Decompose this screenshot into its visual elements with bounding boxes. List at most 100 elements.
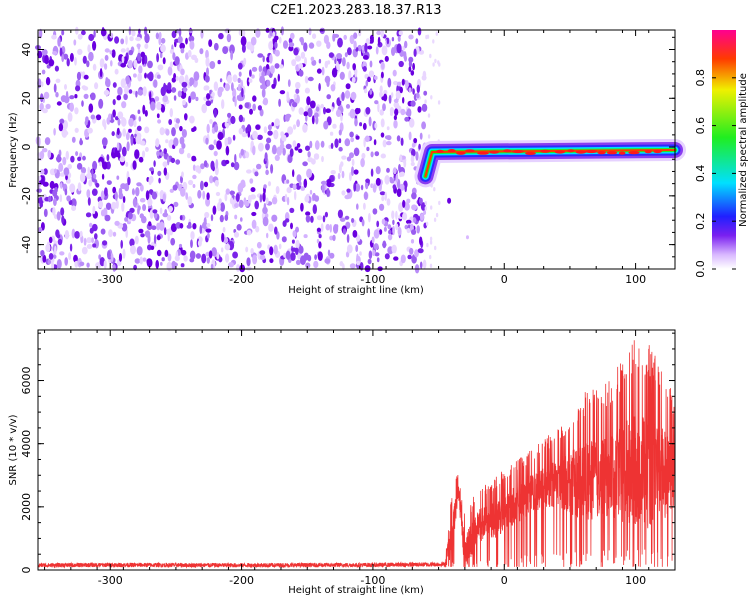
noise-cell: [337, 172, 341, 180]
noise-cell: [144, 33, 150, 44]
noise-cell: [320, 223, 324, 232]
noise-cell: [304, 57, 307, 66]
x-tick-label: -300: [98, 273, 123, 286]
noise-cell: [281, 236, 287, 243]
noise-cell: [147, 244, 152, 251]
noise-cell: [324, 258, 331, 264]
noise-cell: [335, 109, 342, 117]
noise-cell: [429, 254, 432, 260]
noise-cell: [395, 210, 398, 220]
noise-cell: [309, 189, 313, 195]
noise-cell: [167, 82, 172, 91]
noise-cell: [318, 234, 322, 239]
noise-cell: [49, 180, 55, 190]
noise-cell: [36, 188, 42, 193]
noise-cell: [268, 223, 274, 232]
noise-cell: [192, 174, 197, 180]
noise-cell: [80, 167, 87, 174]
noise-cell: [66, 178, 71, 184]
noise-cell: [218, 32, 224, 40]
noise-cell: [305, 114, 308, 122]
noise-cell: [64, 84, 67, 90]
noise-cell: [266, 79, 271, 87]
noise-cell: [302, 123, 308, 133]
noise-cell: [158, 36, 162, 46]
noise-cell: [430, 205, 433, 210]
noise-cell: [255, 28, 261, 38]
noise-cell: [435, 212, 439, 218]
noise-cell: [212, 205, 217, 215]
noise-cell: [56, 233, 61, 239]
noise-cell: [250, 248, 254, 255]
noise-cell: [140, 233, 145, 238]
noise-cell: [359, 262, 364, 271]
noise-cell: [147, 198, 153, 207]
colorbar-gradient: [712, 30, 736, 269]
noise-cell: [91, 223, 98, 232]
noise-cell: [74, 231, 80, 239]
noise-cell: [389, 176, 393, 182]
noise-cell: [59, 194, 63, 203]
noise-cell: [251, 211, 257, 217]
ridge-peak: [447, 149, 456, 153]
noise-cell: [184, 74, 189, 84]
noise-cell: [238, 127, 244, 135]
noise-cell: [174, 56, 180, 66]
noise-cell: [214, 166, 219, 176]
noise-cell: [199, 224, 203, 234]
noise-cell: [92, 63, 97, 71]
noise-cell: [381, 45, 388, 56]
noise-cell: [362, 122, 367, 131]
noise-cell: [40, 250, 45, 257]
noise-cell: [254, 200, 259, 210]
noise-cell: [326, 187, 330, 198]
noise-cell: [193, 126, 197, 132]
y-tick-label: 4000: [20, 430, 33, 458]
noise-cell: [64, 188, 68, 196]
noise-cell: [89, 222, 93, 228]
noise-cell: [81, 246, 88, 255]
noise-cell: [383, 89, 388, 95]
noise-cell: [369, 89, 372, 95]
noise-cell: [306, 168, 313, 178]
ridge-peak: [597, 151, 606, 155]
noise-cell: [69, 95, 75, 100]
noise-cell: [307, 107, 313, 118]
ridge-peak: [575, 150, 587, 154]
noise-cell: [205, 228, 212, 233]
noise-cell: [360, 158, 365, 168]
noise-cell: [349, 34, 355, 45]
noise-cell: [243, 57, 247, 66]
noise-cell: [99, 58, 105, 68]
noise-cell: [183, 255, 188, 262]
noise-cell: [386, 167, 390, 173]
noise-cell: [424, 99, 427, 104]
noise-cell: [192, 184, 196, 188]
noise-cell: [141, 150, 146, 158]
noise-cell: [367, 258, 372, 265]
noise-cell: [131, 29, 136, 37]
noise-cell: [112, 231, 117, 237]
noise-cell: [178, 147, 185, 155]
noise-cell: [356, 203, 359, 210]
noise-cell: [219, 78, 223, 83]
noise-cell: [136, 246, 143, 256]
noise-cell: [306, 96, 311, 106]
colorbar-ticks: 0.0 0.2 0.4 0.6 0.8: [694, 69, 736, 278]
noise-cell: [318, 241, 322, 249]
noise-cell: [224, 137, 229, 147]
noise-cell: [412, 62, 415, 71]
noise-cell: [148, 221, 152, 227]
noise-cell: [391, 37, 395, 42]
noise-cell: [373, 243, 379, 250]
noise-cell: [53, 198, 57, 206]
noise-cell: [409, 247, 414, 255]
noise-cell: [137, 207, 140, 215]
noise-cell: [371, 37, 374, 43]
noise-cell: [190, 91, 197, 100]
noise-cell: [203, 160, 208, 168]
noise-cell: [138, 156, 144, 163]
noise-cell: [292, 124, 297, 130]
noise-cell: [365, 38, 371, 45]
noise-cell: [71, 198, 77, 208]
